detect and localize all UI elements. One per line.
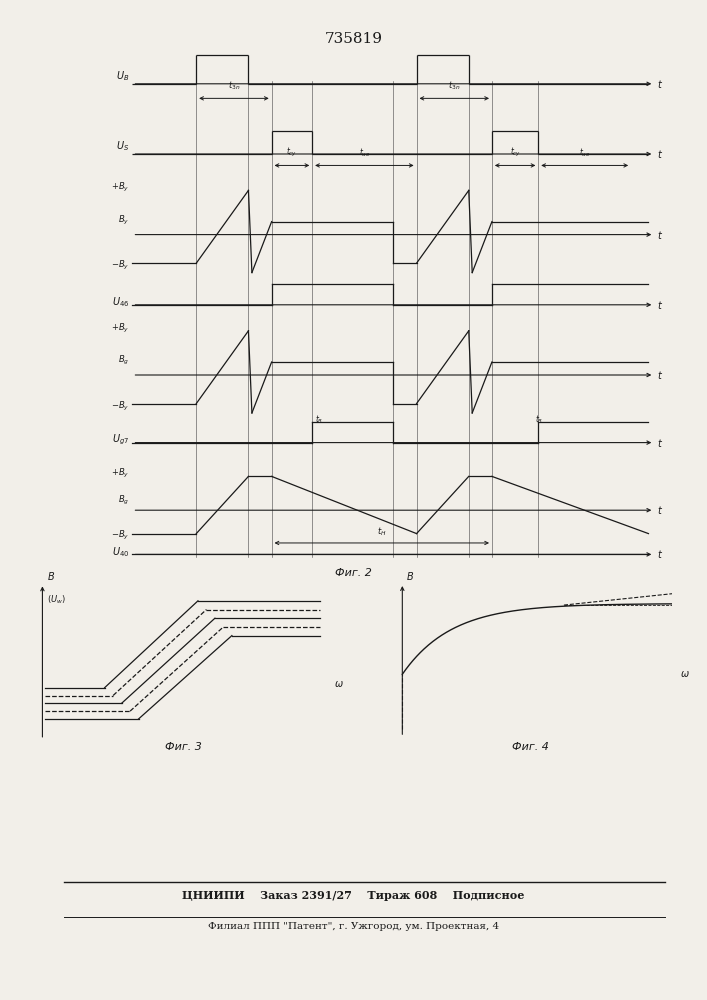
Text: $-B_y$: $-B_y$ bbox=[111, 400, 129, 413]
Text: $+B_y$: $+B_y$ bbox=[111, 181, 129, 194]
Text: $B_y$: $B_y$ bbox=[118, 213, 129, 227]
Text: $\omega$: $\omega$ bbox=[334, 679, 344, 689]
Text: Фиг. 3: Фиг. 3 bbox=[165, 742, 202, 752]
Text: $t$: $t$ bbox=[658, 78, 663, 90]
Text: $U_{g7}$: $U_{g7}$ bbox=[112, 433, 129, 447]
Text: $t_{uo}$: $t_{uo}$ bbox=[579, 147, 590, 159]
Text: $(U_w)$: $(U_w)$ bbox=[47, 594, 66, 606]
Text: $+B_y$: $+B_y$ bbox=[111, 467, 129, 480]
Text: $t$: $t$ bbox=[658, 548, 663, 560]
Text: $B$: $B$ bbox=[47, 570, 54, 582]
Text: Филиал ППП "Патент", г. Ужгород, ум. Проектная, 4: Филиал ППП "Патент", г. Ужгород, ум. Про… bbox=[208, 922, 499, 931]
Text: 735819: 735819 bbox=[325, 32, 382, 46]
Text: $t$: $t$ bbox=[658, 504, 663, 516]
Text: $t$: $t$ bbox=[658, 229, 663, 241]
Text: $U_{40}$: $U_{40}$ bbox=[112, 545, 129, 559]
Text: $t$: $t$ bbox=[658, 437, 663, 449]
Text: $-B_y$: $-B_y$ bbox=[111, 529, 129, 542]
Text: $t$: $t$ bbox=[658, 369, 663, 381]
Text: $t_B$: $t_B$ bbox=[535, 414, 544, 426]
Text: $\omega$: $\omega$ bbox=[679, 669, 689, 679]
Text: $U_S$: $U_S$ bbox=[117, 139, 129, 153]
Text: Фиг. 4: Фиг. 4 bbox=[512, 742, 549, 752]
Text: $B_g$: $B_g$ bbox=[118, 354, 129, 367]
Text: $t$: $t$ bbox=[658, 148, 663, 160]
Text: $t_{cy}$: $t_{cy}$ bbox=[286, 146, 298, 159]
Text: $U_B$: $U_B$ bbox=[116, 69, 129, 83]
Text: $t_{3n}$: $t_{3n}$ bbox=[228, 79, 240, 92]
Text: $t_B$: $t_B$ bbox=[315, 414, 324, 426]
Text: $t_{3n}$: $t_{3n}$ bbox=[448, 79, 460, 92]
Text: $t$: $t$ bbox=[658, 299, 663, 311]
Text: $-B_y$: $-B_y$ bbox=[111, 259, 129, 272]
Text: $U_{46}$: $U_{46}$ bbox=[112, 295, 129, 309]
Text: $t_H$: $t_H$ bbox=[377, 525, 387, 538]
Text: $t_{cy}$: $t_{cy}$ bbox=[510, 146, 521, 159]
Text: $B_g$: $B_g$ bbox=[118, 494, 129, 507]
Text: Фиг. 2: Фиг. 2 bbox=[335, 568, 372, 578]
Text: ЦНИИПИ    Заказ 2391/27    Тираж 608    Подписное: ЦНИИПИ Заказ 2391/27 Тираж 608 Подписное bbox=[182, 890, 525, 901]
Text: $+B_y$: $+B_y$ bbox=[111, 322, 129, 335]
Text: $t_{uo}$: $t_{uo}$ bbox=[358, 147, 370, 159]
Text: $B$: $B$ bbox=[407, 570, 414, 582]
